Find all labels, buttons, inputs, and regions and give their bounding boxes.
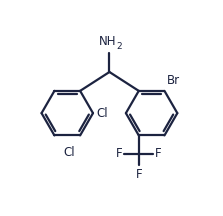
Text: Cl: Cl [96, 107, 108, 120]
Text: Cl: Cl [63, 146, 75, 159]
Text: F: F [116, 148, 122, 160]
Text: F: F [135, 167, 142, 181]
Text: F: F [155, 148, 162, 160]
Text: NH: NH [99, 35, 117, 48]
Text: Br: Br [167, 74, 180, 87]
Text: 2: 2 [116, 42, 122, 51]
